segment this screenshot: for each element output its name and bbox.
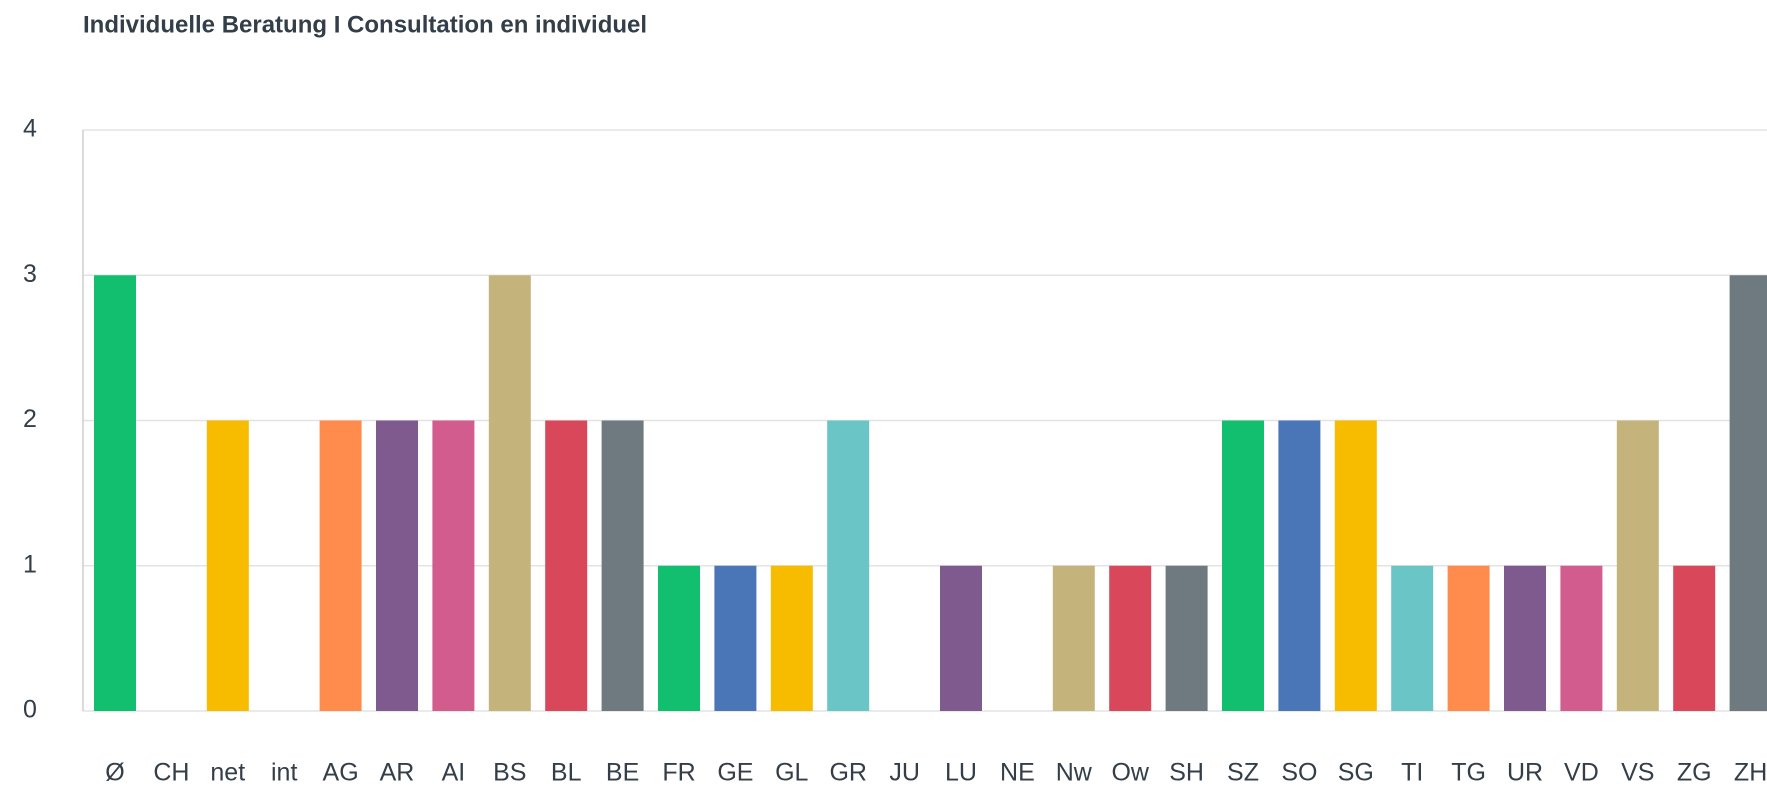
bar — [1052, 565, 1095, 711]
bar — [658, 565, 700, 711]
x-tick-label: Ø — [105, 759, 124, 787]
x-tick-label: SZ — [1227, 759, 1259, 787]
y-tick-label: 3 — [23, 260, 37, 288]
x-tick-label: GL — [775, 759, 808, 787]
y-tick-label: 0 — [23, 696, 37, 724]
x-tick-label: int — [271, 759, 297, 787]
bar — [1729, 275, 1767, 711]
x-tick-label: NE — [1000, 759, 1035, 787]
bar — [432, 420, 475, 711]
x-tick-label: BS — [493, 759, 526, 787]
bar — [94, 275, 136, 711]
x-tick-label: VD — [1564, 759, 1599, 787]
bar — [827, 420, 870, 711]
bar — [1504, 565, 1546, 711]
x-tick-label: Ow — [1111, 759, 1149, 787]
y-tick-label: 2 — [23, 405, 37, 433]
y-tick-label: 4 — [23, 115, 37, 143]
x-tick-label: TI — [1401, 759, 1423, 787]
x-tick-label: net — [210, 759, 245, 787]
x-tick-label: SG — [1338, 759, 1374, 787]
x-tick-label: UR — [1507, 759, 1543, 787]
chart-title: Individuelle Beratung I Consultation en … — [83, 11, 647, 38]
bar — [1165, 565, 1208, 711]
bar — [601, 420, 644, 711]
bar — [1334, 420, 1377, 711]
bar — [770, 565, 813, 711]
x-tick-label: JU — [889, 759, 920, 787]
x-tick-label: FR — [662, 759, 695, 787]
x-tick-label: ZG — [1677, 759, 1712, 787]
bar — [206, 420, 249, 711]
bar — [488, 275, 531, 711]
x-tick-label: Nw — [1056, 759, 1093, 787]
x-tick-label: BE — [606, 759, 639, 787]
bar — [1222, 420, 1264, 711]
x-tick-label: AG — [323, 759, 359, 787]
bar — [1447, 565, 1490, 711]
bar — [1616, 420, 1659, 711]
bar — [376, 420, 418, 711]
bar — [1673, 565, 1716, 711]
x-tick-label: GE — [717, 759, 753, 787]
x-tick-label: LU — [945, 759, 977, 787]
x-tick-label: VS — [1621, 759, 1654, 787]
x-tick-label: ZH — [1734, 759, 1767, 787]
x-tick-label: BL — [551, 759, 582, 787]
bar — [319, 420, 362, 711]
bar — [1391, 565, 1434, 711]
bar — [714, 565, 757, 711]
x-tick-label: GR — [829, 759, 867, 787]
x-tick-label: AR — [380, 759, 415, 787]
bar — [1109, 565, 1152, 711]
y-tick-label: 1 — [23, 550, 37, 578]
bar — [940, 565, 982, 711]
x-tick-label: SO — [1281, 759, 1317, 787]
bar — [545, 420, 588, 711]
x-tick-label: SH — [1169, 759, 1204, 787]
bar — [1560, 565, 1603, 711]
bar — [1278, 420, 1321, 711]
x-tick-label: CH — [153, 759, 189, 787]
x-tick-label: TG — [1451, 759, 1486, 787]
x-tick-label: AI — [442, 759, 466, 787]
